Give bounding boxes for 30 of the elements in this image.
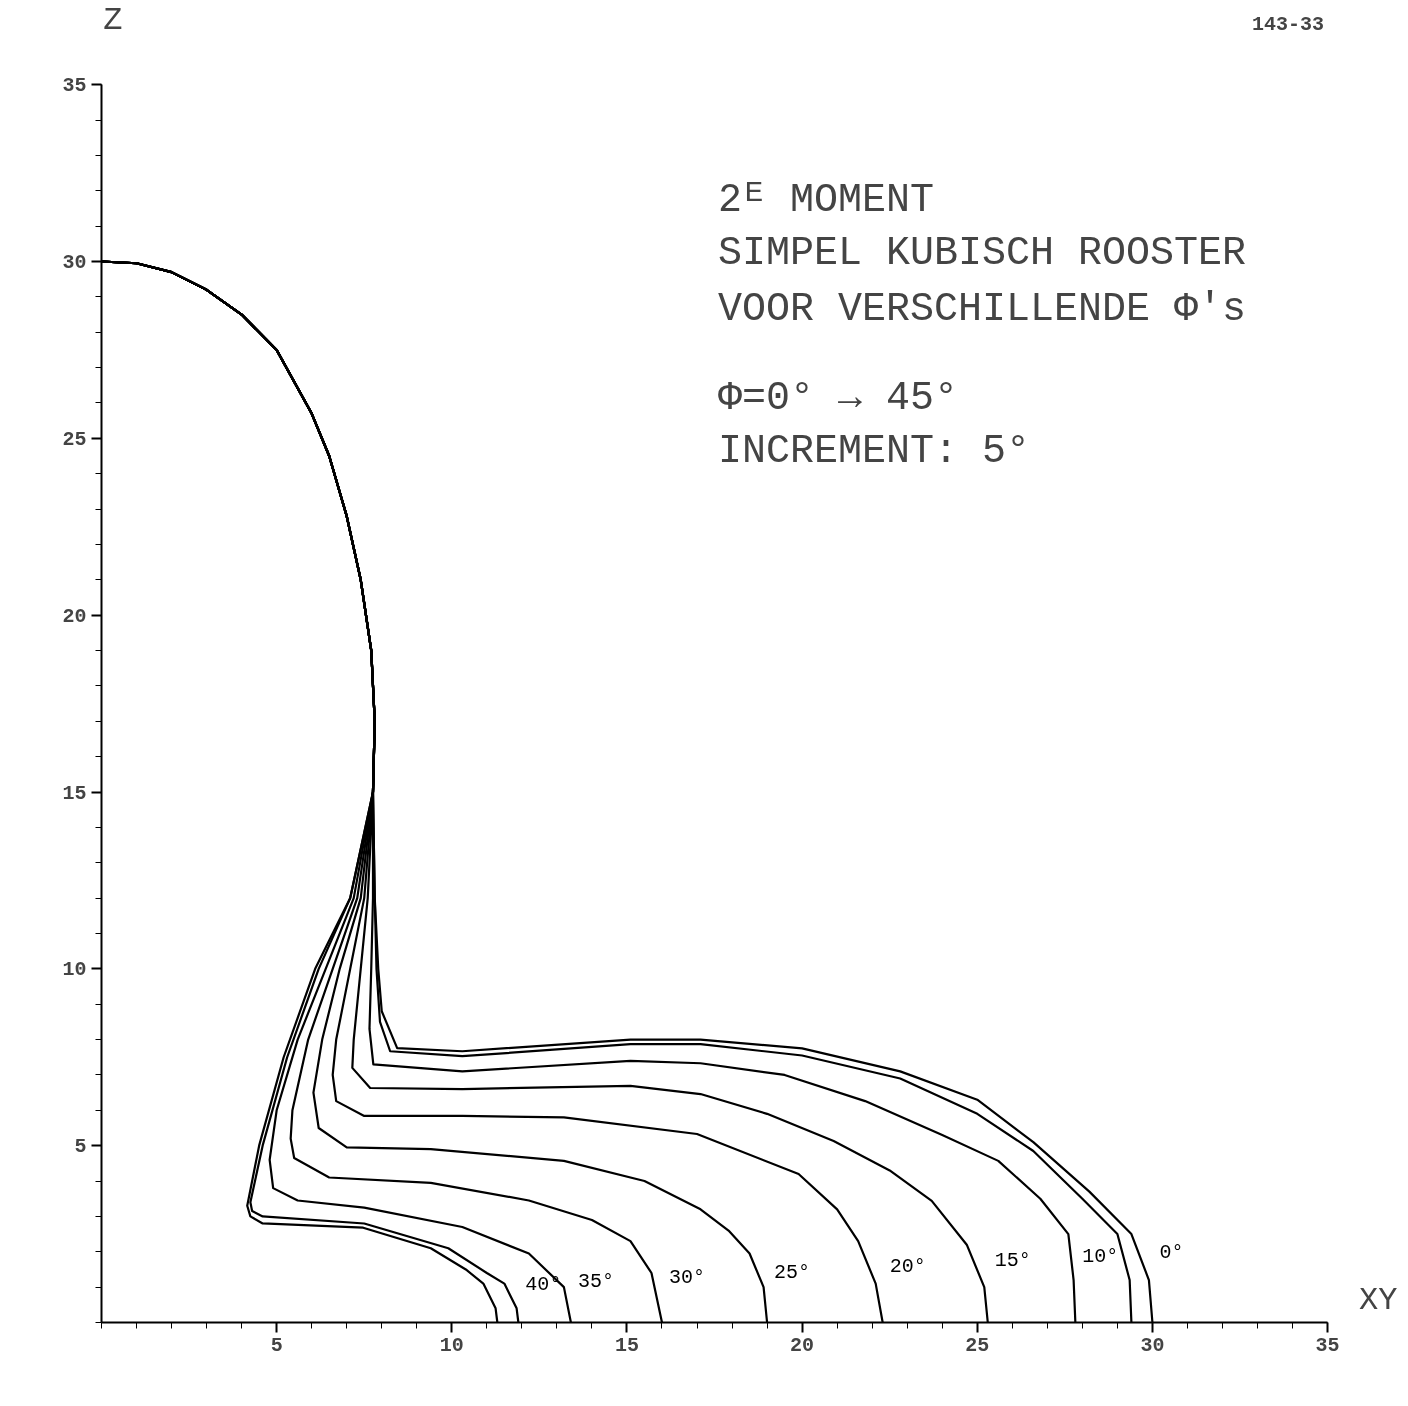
x-axis-title: XY bbox=[1359, 1281, 1398, 1319]
text: 143-33 bbox=[1252, 12, 1325, 36]
series-label: 40° bbox=[525, 1273, 562, 1297]
x-tick-label: 20 bbox=[790, 1333, 815, 1357]
y-tick-label: 5 bbox=[74, 1135, 87, 1159]
y-tick-label: 15 bbox=[62, 781, 87, 805]
series-label: 20° bbox=[889, 1254, 926, 1278]
y-tick-label: 10 bbox=[62, 958, 87, 982]
series-label: 10° bbox=[1082, 1245, 1119, 1269]
y-tick-label: 20 bbox=[62, 604, 87, 628]
annotation: VOOR VERSCHILLENDE Φ's bbox=[718, 287, 1247, 333]
annotation: Φ=0° → 45° bbox=[718, 375, 959, 421]
y-tick-label: 35 bbox=[62, 74, 87, 98]
x-tick-label: 35 bbox=[1315, 1333, 1340, 1357]
x-tick-label: 5 bbox=[270, 1333, 283, 1357]
x-tick-label: 25 bbox=[965, 1333, 990, 1357]
series-label: 15° bbox=[994, 1249, 1031, 1273]
series-label: 25° bbox=[774, 1260, 811, 1284]
annotation: SIMPEL KUBISCH ROOSTER bbox=[718, 230, 1247, 276]
x-tick-label: 15 bbox=[614, 1333, 639, 1357]
annotation: INCREMENT: 5° bbox=[718, 428, 1031, 474]
series-label: 0° bbox=[1159, 1241, 1184, 1265]
y-tick-label: 30 bbox=[62, 251, 87, 274]
y-axis-title: Z bbox=[103, 1, 123, 39]
series-label: 35° bbox=[577, 1270, 614, 1294]
series-label: 30° bbox=[669, 1265, 706, 1289]
y-tick-label: 25 bbox=[62, 427, 87, 451]
x-tick-label: 30 bbox=[1140, 1333, 1165, 1357]
x-tick-label: 10 bbox=[439, 1333, 464, 1357]
annotation: 2ᴱ MOMENT bbox=[718, 177, 935, 223]
